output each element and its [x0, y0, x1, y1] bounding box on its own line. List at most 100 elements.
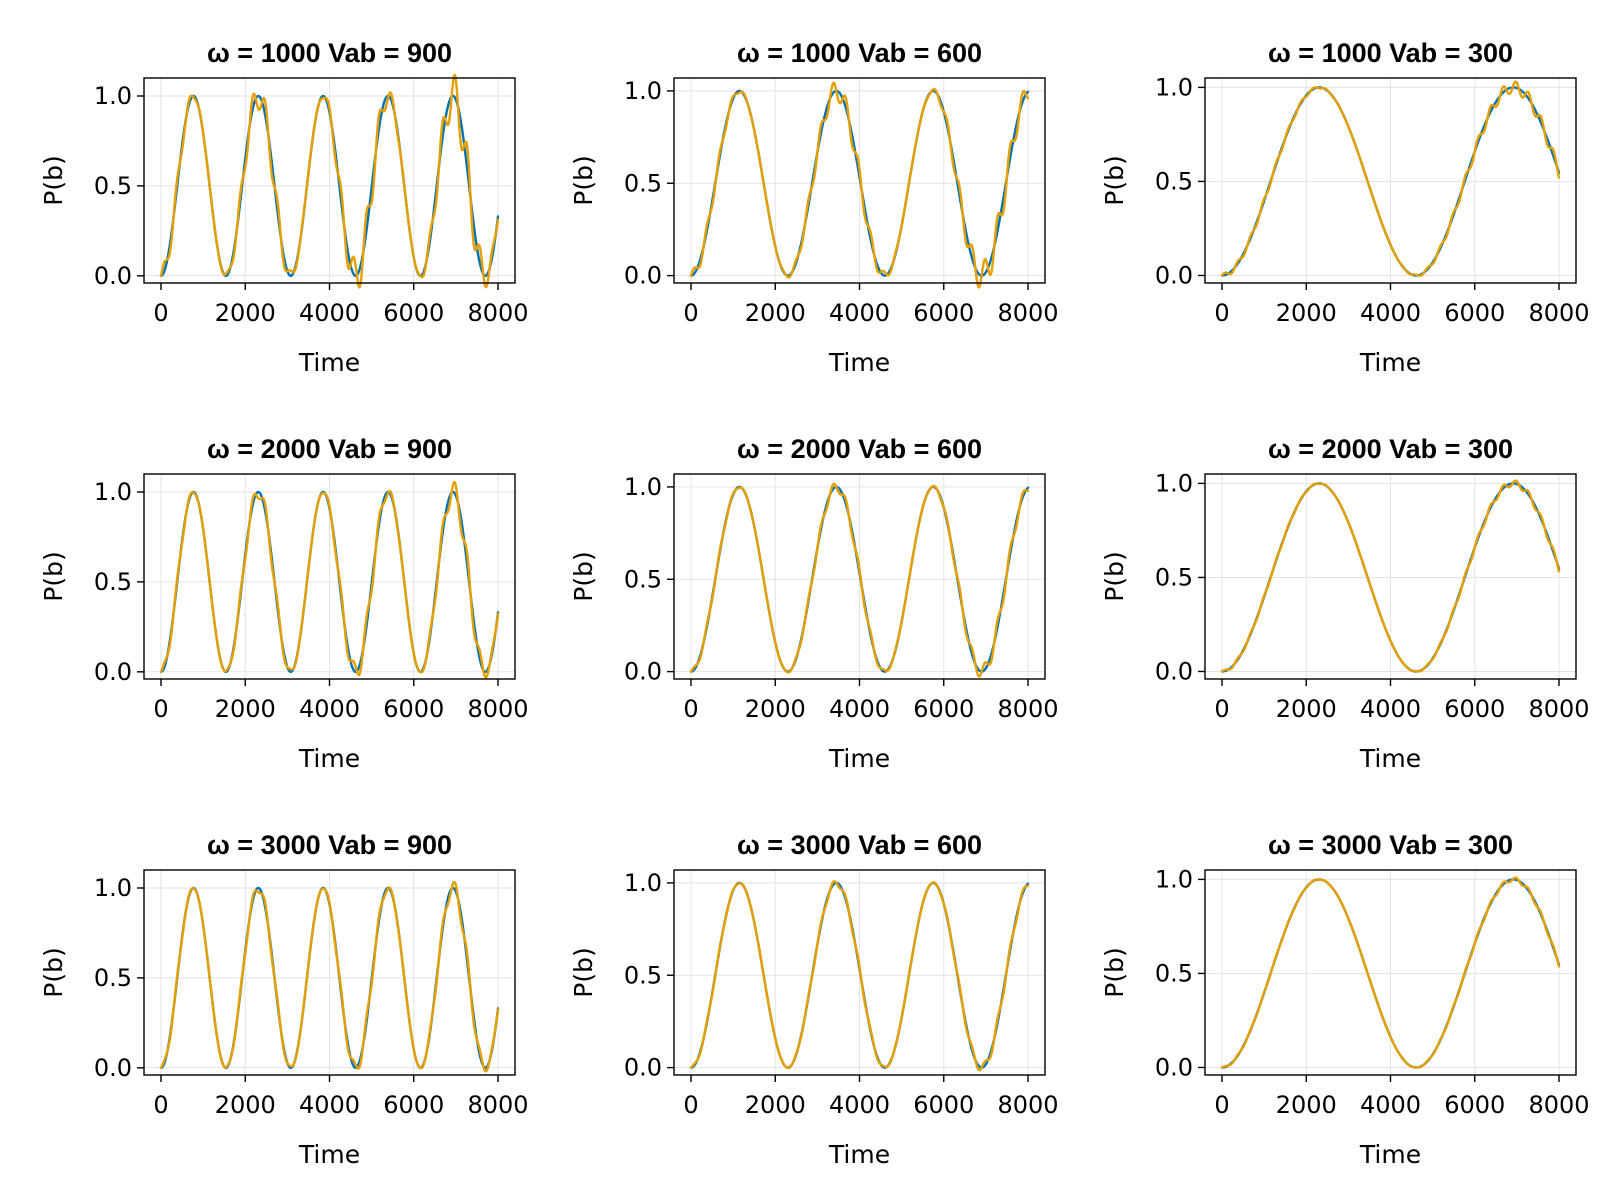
x-tick-label: 2000: [745, 695, 806, 723]
y-tick-label: 0.0: [1155, 261, 1193, 289]
series-line-approx: [1220, 876, 1561, 1069]
x-tick-label: 4000: [829, 299, 890, 327]
series-line-approx: [689, 482, 1030, 678]
y-tick-label: 0.0: [94, 658, 132, 686]
y-tick-label: 1.0: [1155, 469, 1193, 497]
y-tick-label: 0.5: [94, 568, 132, 596]
x-tick-label: 6000: [913, 299, 974, 327]
grid: [144, 870, 515, 1075]
x-tick-label: 0: [683, 299, 698, 327]
series-line-approx: [689, 81, 1030, 289]
subplot-5: 0 2000 4000 6000 8000 0.0 0.5 1.0 ω = 2000 Vab =…: [569, 434, 1059, 773]
x-tick-label: 8000: [467, 299, 528, 327]
y-tick-label: 0.0: [94, 1054, 132, 1082]
subplot-1: 0 2000 4000 6000 8000 0.0 0.5 1.0 ω = 1000 Vab =…: [39, 38, 529, 377]
y-tick-label: 0.5: [94, 964, 132, 992]
y-axis-label: P(b): [39, 947, 68, 997]
y-tick-label: 1.0: [94, 478, 132, 506]
x-tick-label: 0: [683, 695, 698, 723]
x-tick-label: 8000: [467, 695, 528, 723]
y-tick-label: 0.5: [1155, 959, 1193, 987]
x-axis-label: Time: [1359, 348, 1421, 377]
x-tick-label: 6000: [383, 695, 444, 723]
x-tick-label: 2000: [215, 695, 276, 723]
x-tick-label: 4000: [299, 299, 360, 327]
y-axis-label: P(b): [1100, 551, 1129, 601]
y-tick-label: 0.0: [624, 1054, 662, 1082]
y-axis-label: P(b): [569, 551, 598, 601]
subplot-title: ω = 1000 Vab = 300: [1268, 38, 1513, 68]
series-line-approx: [159, 480, 500, 679]
subplot-4: 0 2000 4000 6000 8000 0.0 0.5 1.0 ω = 2000 Vab =…: [39, 434, 529, 773]
x-tick-label: 2000: [1276, 299, 1337, 327]
x-tick-label: 0: [683, 1091, 698, 1119]
x-tick-label: 0: [153, 695, 168, 723]
subplot-title: ω = 1000 Vab = 600: [737, 38, 982, 68]
grid: [1205, 474, 1576, 679]
y-tick-label: 1.0: [94, 874, 132, 902]
y-tick-label: 0.5: [624, 961, 662, 989]
x-tick-label: 4000: [1360, 299, 1421, 327]
y-tick-label: 0.5: [624, 169, 662, 197]
subplot-title: ω = 2000 Vab = 300: [1268, 434, 1513, 464]
x-tick-label: 6000: [1444, 299, 1505, 327]
subplot-title: ω = 2000 Vab = 600: [737, 434, 982, 464]
x-tick-label: 2000: [1276, 695, 1337, 723]
subplot-3: 0 2000 4000 6000 8000 0.0 0.5 1.0 ω = 1000 Vab =…: [1100, 38, 1590, 377]
x-tick-label: 4000: [1360, 695, 1421, 723]
x-tick-label: 6000: [1444, 1091, 1505, 1119]
y-tick-label: 1.0: [94, 82, 132, 110]
x-tick-label: 2000: [745, 299, 806, 327]
y-tick-label: 1.0: [624, 77, 662, 105]
x-tick-label: 6000: [383, 299, 444, 327]
y-tick-label: 1.0: [624, 869, 662, 897]
x-tick-label: 4000: [829, 1091, 890, 1119]
x-tick-label: 8000: [1528, 1091, 1589, 1119]
series-line-approx: [159, 73, 500, 289]
x-tick-label: 4000: [1360, 1091, 1421, 1119]
series-line-approx: [159, 880, 500, 1073]
subplot-8: 0 2000 4000 6000 8000 0.0 0.5 1.0 ω = 3000 Vab =…: [569, 830, 1059, 1169]
x-tick-label: 2000: [215, 1091, 276, 1119]
series-line-approx: [689, 880, 1030, 1072]
x-tick-label: 0: [153, 1091, 168, 1119]
y-axis-label: P(b): [39, 155, 68, 205]
y-tick-label: 0.5: [624, 565, 662, 593]
y-tick-label: 1.0: [1155, 865, 1193, 893]
x-tick-label: 6000: [383, 1091, 444, 1119]
subplot-title: ω = 2000 Vab = 900: [207, 434, 452, 464]
grid: [1205, 870, 1576, 1075]
y-tick-label: 0.0: [1155, 1053, 1193, 1081]
y-tick-label: 0.0: [624, 658, 662, 686]
x-tick-label: 0: [1214, 299, 1229, 327]
x-axis-label: Time: [298, 744, 360, 773]
x-tick-label: 0: [153, 299, 168, 327]
y-tick-label: 0.5: [1155, 563, 1193, 591]
x-tick-label: 8000: [1528, 695, 1589, 723]
series-line-approx: [1220, 479, 1561, 673]
subplot-title: ω = 3000 Vab = 900: [207, 830, 452, 860]
y-tick-label: 1.0: [624, 473, 662, 501]
y-axis-label: P(b): [39, 551, 68, 601]
y-tick-label: 0.5: [1155, 167, 1193, 195]
series-line-approx: [1220, 80, 1561, 277]
y-tick-label: 0.0: [94, 262, 132, 290]
x-tick-label: 8000: [997, 695, 1058, 723]
x-tick-label: 2000: [1276, 1091, 1337, 1119]
x-axis-label: Time: [828, 348, 890, 377]
subplot-6: 0 2000 4000 6000 8000 0.0 0.5 1.0 ω = 2000 Vab =…: [1100, 434, 1590, 773]
y-axis-label: P(b): [569, 947, 598, 997]
x-axis-label: Time: [828, 744, 890, 773]
subplot-9: 0 2000 4000 6000 8000 0.0 0.5 1.0 ω = 3000 Vab =…: [1100, 830, 1590, 1169]
y-tick-label: 0.0: [1155, 657, 1193, 685]
x-tick-label: 8000: [997, 1091, 1058, 1119]
subplot-title: ω = 3000 Vab = 600: [737, 830, 982, 860]
x-tick-label: 2000: [745, 1091, 806, 1119]
x-tick-label: 8000: [997, 299, 1058, 327]
subplot-2: 0 2000 4000 6000 8000 0.0 0.5 1.0 ω = 1000 Vab =…: [569, 38, 1059, 377]
x-tick-label: 6000: [1444, 695, 1505, 723]
x-tick-label: 0: [1214, 1091, 1229, 1119]
y-axis-label: P(b): [1100, 947, 1129, 997]
x-tick-label: 2000: [215, 299, 276, 327]
